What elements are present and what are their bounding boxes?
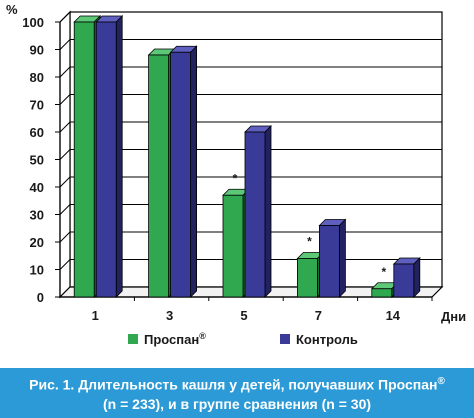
- x-tick-label-3: 3: [166, 308, 173, 323]
- grid-line: [59, 231, 442, 243]
- y-tick-label: 60: [30, 125, 44, 140]
- bar-control-3: [170, 51, 192, 298]
- bar-layer: [73, 15, 421, 298]
- legend-label-control: Контроль: [296, 332, 358, 347]
- x-tick-label-14: 14: [386, 308, 401, 323]
- x-tick-label-5: 5: [240, 308, 247, 323]
- y-tick-label: 90: [30, 43, 44, 58]
- bar-control-7: [318, 225, 340, 298]
- grid-line: [59, 39, 442, 50]
- grid-line: [59, 176, 442, 188]
- legend: Проспан® Контроль: [128, 331, 358, 347]
- grid-line: [59, 94, 442, 105]
- x-tick-label-1: 1: [92, 308, 99, 323]
- bar-prospan-3: [148, 54, 170, 298]
- y-tick-label: 30: [30, 208, 44, 223]
- grid-line: [59, 204, 442, 215]
- label-layer: 0 10 20 30 40 50 60 70 80 90 100 1 3 * 5 * 7 * 14: [22, 15, 400, 323]
- y-tick-label: 80: [30, 70, 44, 85]
- y-tick-label: 100: [22, 15, 44, 30]
- legend-label-prospan: Проспан®: [144, 331, 206, 347]
- cough-duration-chart: 0 10 20 30 40 50 60 70 80 90 100 1 3 * 5 * 7 * 14 % Дни Пр…: [6, 2, 466, 347]
- legend-swatch-prospan: [128, 334, 138, 344]
- grid-line: [59, 121, 442, 133]
- significance-marker: *: [307, 235, 312, 249]
- bar-side-control-1: [115, 15, 123, 298]
- x-axis-unit: Дни: [441, 309, 466, 324]
- grid-line: [59, 11, 442, 23]
- bar-control-5: [244, 131, 266, 298]
- bar-control-1: [95, 21, 117, 298]
- bar-side-control-14: [413, 257, 421, 298]
- significance-marker: *: [381, 265, 386, 279]
- bar-side-control-5: [264, 125, 272, 298]
- y-tick-label: 10: [30, 263, 44, 278]
- y-axis-unit: %: [6, 2, 18, 17]
- x-tick-label-7: 7: [315, 308, 322, 323]
- grid-line: [59, 149, 442, 160]
- significance-marker: *: [233, 171, 238, 185]
- caption-line-1: Рис. 1. Длительность кашля у детей, полу…: [29, 376, 445, 393]
- y-tick-label: 40: [30, 180, 44, 195]
- bar-prospan-5: [222, 194, 244, 298]
- bar-control-14: [393, 263, 415, 298]
- bar-side-control-7: [338, 218, 346, 298]
- bar-side-control-3: [190, 45, 198, 298]
- bar-prospan-14: [371, 288, 393, 298]
- figure-caption: Рис. 1. Длительность кашля у детей, полу…: [0, 368, 474, 418]
- bar-prospan-1: [73, 21, 95, 298]
- caption-line-2: (n = 233), и в группе сравнения (n = 30): [102, 395, 372, 412]
- grid-line: [59, 66, 442, 78]
- y-tick-label: 50: [30, 153, 44, 168]
- y-tick-label: 70: [30, 98, 44, 113]
- bar-prospan-7: [296, 258, 318, 298]
- legend-swatch-control: [280, 334, 290, 344]
- y-tick-label: 0: [37, 290, 44, 305]
- y-tick-label: 20: [30, 235, 44, 250]
